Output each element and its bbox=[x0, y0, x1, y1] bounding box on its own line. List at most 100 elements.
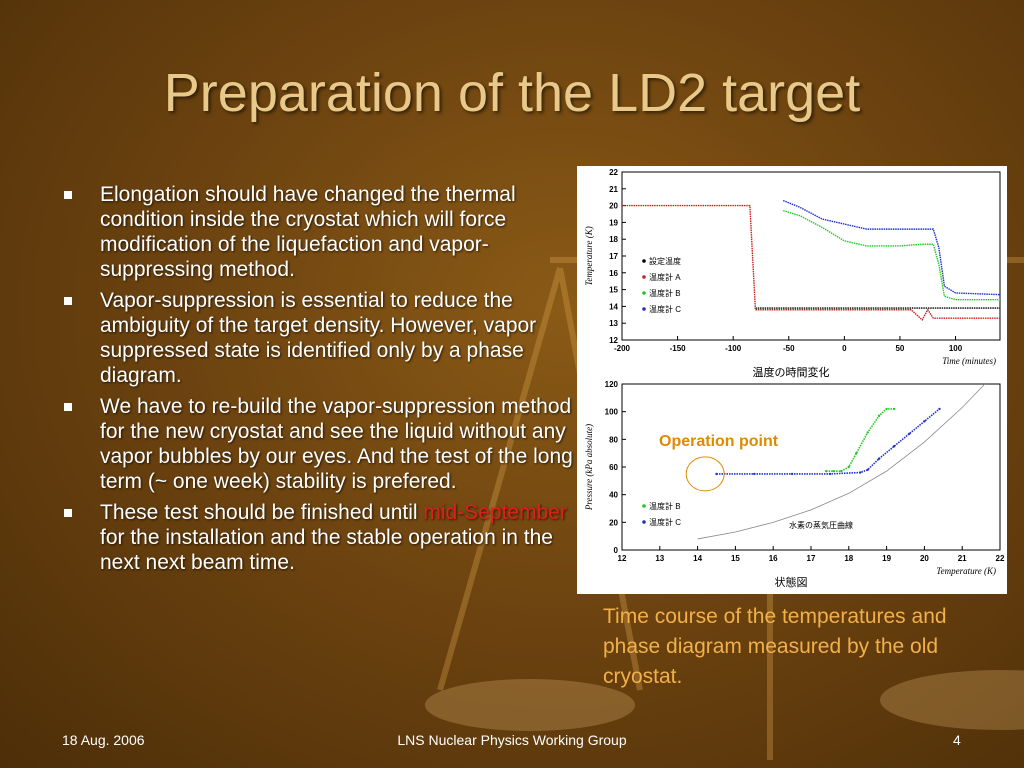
bullet-text: We have to re-build the vapor-suppressio… bbox=[100, 395, 573, 493]
bullet-text: Elongation should have changed the therm… bbox=[100, 183, 516, 281]
x-tick-label: 19 bbox=[882, 554, 891, 563]
legend-entry: 温度計 B bbox=[649, 288, 681, 298]
data-point bbox=[908, 432, 911, 435]
data-point bbox=[847, 465, 850, 469]
legend-marker bbox=[642, 307, 646, 311]
y-tick-label: 19 bbox=[609, 218, 618, 227]
data-point bbox=[858, 471, 862, 474]
x-tick-label: -50 bbox=[783, 344, 795, 353]
bullet-highlight: mid-September bbox=[423, 501, 567, 524]
data-point bbox=[877, 457, 881, 460]
bullet-marker-icon bbox=[64, 403, 72, 411]
data-point bbox=[790, 472, 794, 476]
data-point bbox=[885, 407, 888, 411]
y-tick-label: 40 bbox=[609, 491, 618, 500]
x-tick-label: 13 bbox=[655, 554, 664, 563]
data-point bbox=[828, 472, 832, 476]
legend-marker bbox=[642, 259, 646, 263]
x-tick-label: 12 bbox=[618, 554, 627, 563]
y-tick-label: 20 bbox=[609, 518, 618, 527]
y-axis-label: Temperature (K) bbox=[584, 226, 594, 286]
legend-entry: 温度計 B bbox=[649, 501, 681, 511]
data-point bbox=[866, 468, 869, 471]
x-tick-label: 22 bbox=[996, 554, 1005, 563]
data-point bbox=[923, 420, 926, 423]
legend-entry: 温度計 C bbox=[649, 517, 681, 527]
data-point bbox=[753, 472, 756, 476]
bullet-item: Elongation should have changed the therm… bbox=[58, 182, 578, 282]
data-point bbox=[832, 469, 835, 473]
x-tick-label: 50 bbox=[895, 344, 904, 353]
bullet-marker-icon bbox=[64, 297, 72, 305]
y-tick-label: 14 bbox=[609, 302, 618, 311]
bullet-marker-icon bbox=[64, 191, 72, 199]
x-axis-label: Temperature (K) bbox=[936, 566, 996, 576]
x-tick-label: 18 bbox=[844, 554, 853, 563]
y-tick-label: 17 bbox=[609, 252, 618, 261]
y-tick-label: 12 bbox=[609, 336, 618, 345]
legend-entry: 温度計 C bbox=[649, 304, 681, 314]
bullet-text: Vapor-suppression is essential to reduce… bbox=[100, 289, 537, 387]
x-tick-label: -200 bbox=[614, 344, 631, 353]
slide-title: Preparation of the LD2 target bbox=[163, 63, 861, 123]
bullet-marker-icon bbox=[64, 509, 72, 517]
legend-marker bbox=[642, 291, 646, 295]
bullet-text: These test should be finished until bbox=[100, 501, 424, 524]
vapor-pressure-curve bbox=[697, 383, 986, 540]
footer-date: 18 Aug. 2006 bbox=[62, 732, 145, 748]
bullet-item: These test should be finished until mid-… bbox=[58, 500, 578, 575]
data-point bbox=[877, 414, 881, 418]
figure-svg: -200 -150 -100 -50 0 50 100 12 13 14 15 16 17 18 19 20 2… bbox=[584, 168, 1005, 589]
x-tick-label: -150 bbox=[670, 344, 687, 353]
chart-title: 温度の時間変化 bbox=[753, 365, 830, 379]
y-tick-label: 21 bbox=[609, 185, 618, 194]
series-line-1 bbox=[622, 204, 1000, 321]
legend-marker bbox=[642, 504, 646, 508]
y-tick-label: 80 bbox=[609, 435, 618, 444]
y-tick-label: 100 bbox=[605, 408, 619, 417]
x-tick-label: 14 bbox=[693, 554, 702, 563]
footer-center: LNS Nuclear Physics Working Group bbox=[397, 732, 627, 748]
bullet-item: We have to re-build the vapor-suppressio… bbox=[58, 394, 578, 494]
data-point bbox=[938, 407, 941, 411]
series-line-2 bbox=[783, 209, 1000, 301]
y-tick-label: 60 bbox=[609, 463, 618, 472]
plot-frame-0 bbox=[621, 171, 1001, 341]
y-tick-label: 20 bbox=[609, 202, 618, 211]
operation-point-label: Operation point bbox=[659, 433, 779, 450]
y-tick-label: 15 bbox=[609, 286, 618, 295]
series-line-1 bbox=[716, 408, 941, 475]
chart-title: 状態図 bbox=[775, 575, 808, 589]
x-axis-label: Time (minutes) bbox=[942, 356, 996, 366]
x-tick-label: 16 bbox=[769, 554, 778, 563]
vapor-pressure-label: 水素の蒸気圧曲線 bbox=[789, 520, 853, 530]
y-axis-label: Pressure (kPa absolute) bbox=[584, 424, 594, 511]
bullet-item: Vapor-suppression is essential to reduce… bbox=[58, 288, 578, 388]
data-point bbox=[892, 445, 896, 448]
footer-page-number: 4 bbox=[953, 732, 961, 748]
data-point bbox=[840, 469, 843, 473]
bullet-text: for the installation and the stable oper… bbox=[100, 526, 553, 574]
bullet-list: Elongation should have changed the therm… bbox=[58, 182, 578, 581]
data-point bbox=[715, 472, 718, 476]
measurement-figure: -200 -150 -100 -50 0 50 100 12 13 14 15 16 17 18 19 20 2… bbox=[577, 166, 1007, 594]
y-tick-label: 22 bbox=[609, 168, 618, 177]
legend-marker bbox=[642, 275, 646, 279]
x-tick-label: 15 bbox=[731, 554, 740, 563]
x-tick-label: 17 bbox=[807, 554, 816, 563]
legend-marker bbox=[642, 520, 646, 524]
series-line-0 bbox=[826, 408, 895, 472]
data-point bbox=[866, 431, 869, 434]
x-tick-label: 0 bbox=[842, 344, 847, 353]
data-point bbox=[824, 469, 828, 473]
legend-entry: 設定温度 bbox=[649, 256, 681, 266]
figure-caption: Time course of the temperatures and phas… bbox=[603, 605, 947, 688]
y-tick-label: 120 bbox=[605, 380, 619, 389]
legend-entry: 温度計 A bbox=[649, 272, 681, 282]
y-tick-label: 18 bbox=[609, 235, 618, 244]
operation-point-circle bbox=[685, 456, 725, 492]
x-tick-label: -100 bbox=[725, 344, 742, 353]
y-tick-label: 13 bbox=[609, 319, 618, 328]
data-point bbox=[892, 407, 896, 411]
y-tick-label: 16 bbox=[609, 269, 618, 278]
